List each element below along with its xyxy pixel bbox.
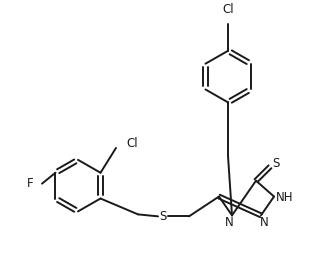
Text: S: S bbox=[159, 210, 167, 223]
Text: NH: NH bbox=[276, 191, 294, 204]
Text: Cl: Cl bbox=[222, 3, 234, 16]
Text: F: F bbox=[27, 177, 34, 190]
Text: S: S bbox=[272, 157, 280, 170]
Text: N: N bbox=[225, 216, 233, 229]
Text: Cl: Cl bbox=[126, 137, 138, 151]
Text: N: N bbox=[260, 216, 268, 229]
